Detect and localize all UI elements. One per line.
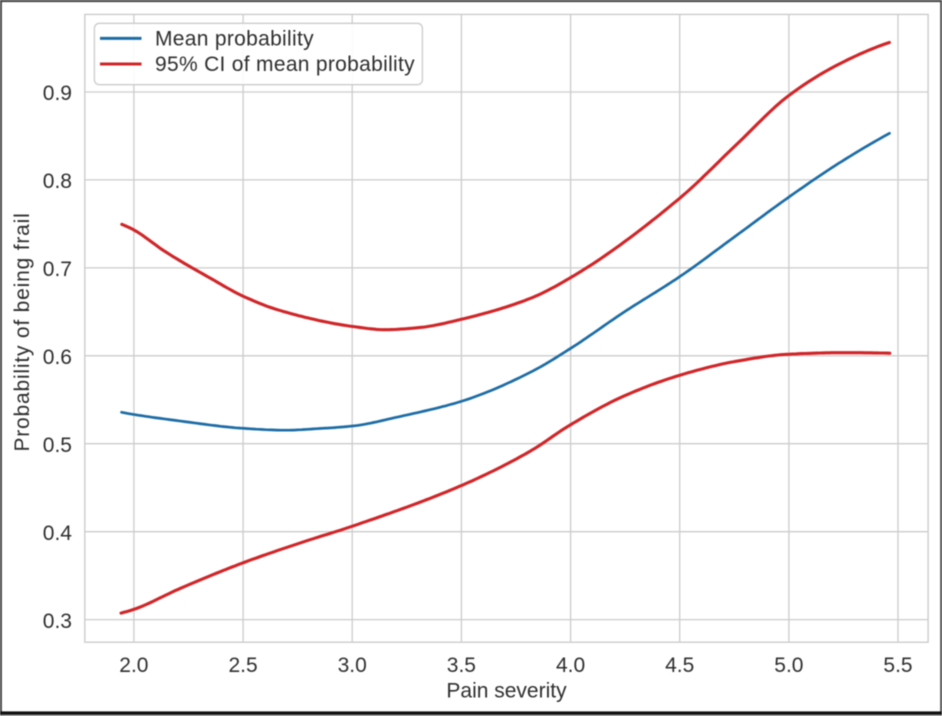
svg-text:0.7: 0.7	[43, 258, 72, 281]
svg-text:0.3: 0.3	[43, 610, 72, 633]
svg-text:5.0: 5.0	[774, 654, 803, 677]
svg-text:5.5: 5.5	[883, 654, 912, 677]
svg-text:4.0: 4.0	[556, 654, 585, 677]
svg-text:0.4: 0.4	[43, 522, 73, 545]
svg-text:0.5: 0.5	[43, 434, 72, 457]
svg-text:4.5: 4.5	[665, 654, 694, 677]
svg-text:2.5: 2.5	[228, 654, 257, 677]
svg-text:0.8: 0.8	[43, 170, 72, 193]
svg-text:0.9: 0.9	[43, 82, 72, 105]
svg-text:3.0: 3.0	[338, 654, 367, 677]
svg-text:Probability of being frail: Probability of being frail	[11, 212, 34, 451]
svg-text:Mean probability: Mean probability	[155, 28, 314, 51]
svg-text:2.0: 2.0	[119, 654, 148, 677]
svg-text:95% CI of mean probability: 95% CI of mean probability	[155, 53, 415, 76]
svg-text:Pain severity: Pain severity	[446, 680, 567, 703]
svg-text:3.5: 3.5	[447, 654, 476, 677]
svg-text:0.6: 0.6	[43, 346, 72, 369]
